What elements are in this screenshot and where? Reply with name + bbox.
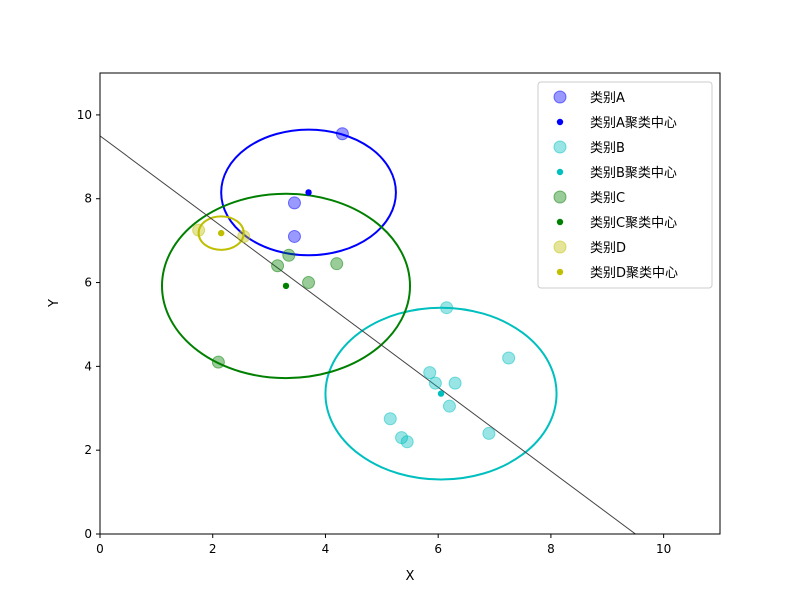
legend-entry-label: 类别D (590, 241, 626, 256)
data-point-series-4 (237, 229, 251, 243)
plot-layer (100, 127, 636, 534)
cluster-center-2 (437, 390, 445, 397)
legend-marker-center (556, 118, 564, 126)
cluster-center-3 (282, 282, 290, 290)
data-point-series-3 (302, 276, 316, 290)
x-tick-label: 2 (209, 542, 217, 556)
data-point-series-2 (423, 366, 437, 380)
legend-marker-center (556, 218, 564, 226)
cluster-center-4 (217, 229, 225, 237)
data-point-series-1 (335, 127, 349, 141)
data-point-series-3 (282, 248, 296, 262)
data-point-series-2 (448, 376, 462, 390)
data-point-series-2 (440, 301, 454, 315)
data-point-series-3 (211, 355, 225, 369)
legend-entry-label: 类别B (590, 141, 625, 156)
legend-marker-points (553, 140, 567, 154)
legend-marker-points (553, 240, 567, 254)
data-point-series-2 (428, 376, 442, 390)
x-tick-label: 8 (547, 542, 555, 556)
y-axis-label: Y (47, 299, 62, 308)
y-tick-label: 4 (84, 359, 92, 373)
legend-entry-label: 类别C (590, 191, 625, 206)
data-point-series-2 (502, 351, 516, 365)
x-tick-label: 10 (656, 542, 671, 556)
x-axis-label: X (406, 569, 415, 584)
legend-entry-label: 类别D聚类中心 (590, 266, 678, 281)
data-point-series-1 (287, 196, 301, 210)
y-tick-label: 10 (77, 108, 92, 122)
legend-entry-label: 类别A聚类中心 (590, 116, 677, 131)
legend-entry-label: 类别C聚类中心 (590, 216, 677, 231)
legend-marker-points (553, 190, 567, 204)
x-tick-label: 0 (96, 542, 104, 556)
x-tick-label: 6 (434, 542, 442, 556)
y-tick-label: 2 (84, 443, 92, 457)
cluster-ellipse-1 (220, 128, 397, 257)
data-point-series-3 (271, 259, 285, 273)
y-tick-label: 0 (84, 527, 92, 541)
y-tick-label: 8 (84, 192, 92, 206)
legend-marker-points (553, 90, 567, 104)
data-point-series-3 (330, 257, 344, 271)
legend-marker-center (556, 168, 564, 176)
legend-box (537, 81, 713, 289)
data-point-series-2 (442, 399, 456, 413)
data-point-series-2 (482, 426, 496, 440)
data-point-series-4 (192, 223, 206, 237)
plot-frame (99, 72, 721, 535)
legend-entry-label: 类别B聚类中心 (590, 166, 677, 181)
data-point-series-2 (383, 412, 397, 426)
cluster-center-1 (305, 189, 312, 196)
data-point-series-2 (400, 435, 414, 449)
diagonal-line (100, 135, 636, 534)
y-tick-label: 6 (84, 276, 92, 290)
axes-layer: 0 2 4 6 8 10 0 2 4 6 8 10 (77, 108, 672, 556)
cluster-ellipse-4 (197, 215, 245, 251)
x-tick-label: 4 (322, 542, 330, 556)
data-point-series-1 (287, 229, 301, 243)
cluster-ellipse-3 (161, 192, 411, 380)
legend-entry-label: 类别A (590, 91, 625, 106)
legend-marker-center (556, 268, 564, 276)
